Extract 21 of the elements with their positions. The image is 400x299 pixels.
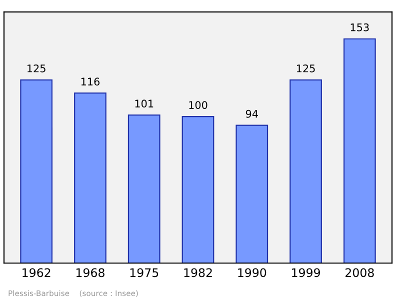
x-tick-label: 1990 <box>238 268 266 278</box>
x-tick-label: 1975 <box>130 268 158 278</box>
x-tick-label: 1968 <box>76 268 104 278</box>
bar <box>236 124 268 264</box>
data-label: 101 <box>135 100 154 108</box>
data-label: 125 <box>296 64 315 72</box>
x-tick-label: 2008 <box>346 268 374 278</box>
bar <box>128 114 160 264</box>
x-tick-label: 1999 <box>292 268 320 278</box>
x-tick-label: 1962 <box>22 268 50 278</box>
x-tick-label: 1982 <box>184 268 212 278</box>
bar <box>343 38 376 264</box>
bar <box>290 79 322 264</box>
bar <box>20 79 53 264</box>
bar <box>74 92 106 264</box>
data-label: 116 <box>81 78 100 86</box>
data-label: 125 <box>28 64 46 72</box>
bar <box>182 116 214 264</box>
data-label: 94 <box>246 110 258 118</box>
data-label: 153 <box>350 23 369 32</box>
data-label: 100 <box>189 101 208 109</box>
